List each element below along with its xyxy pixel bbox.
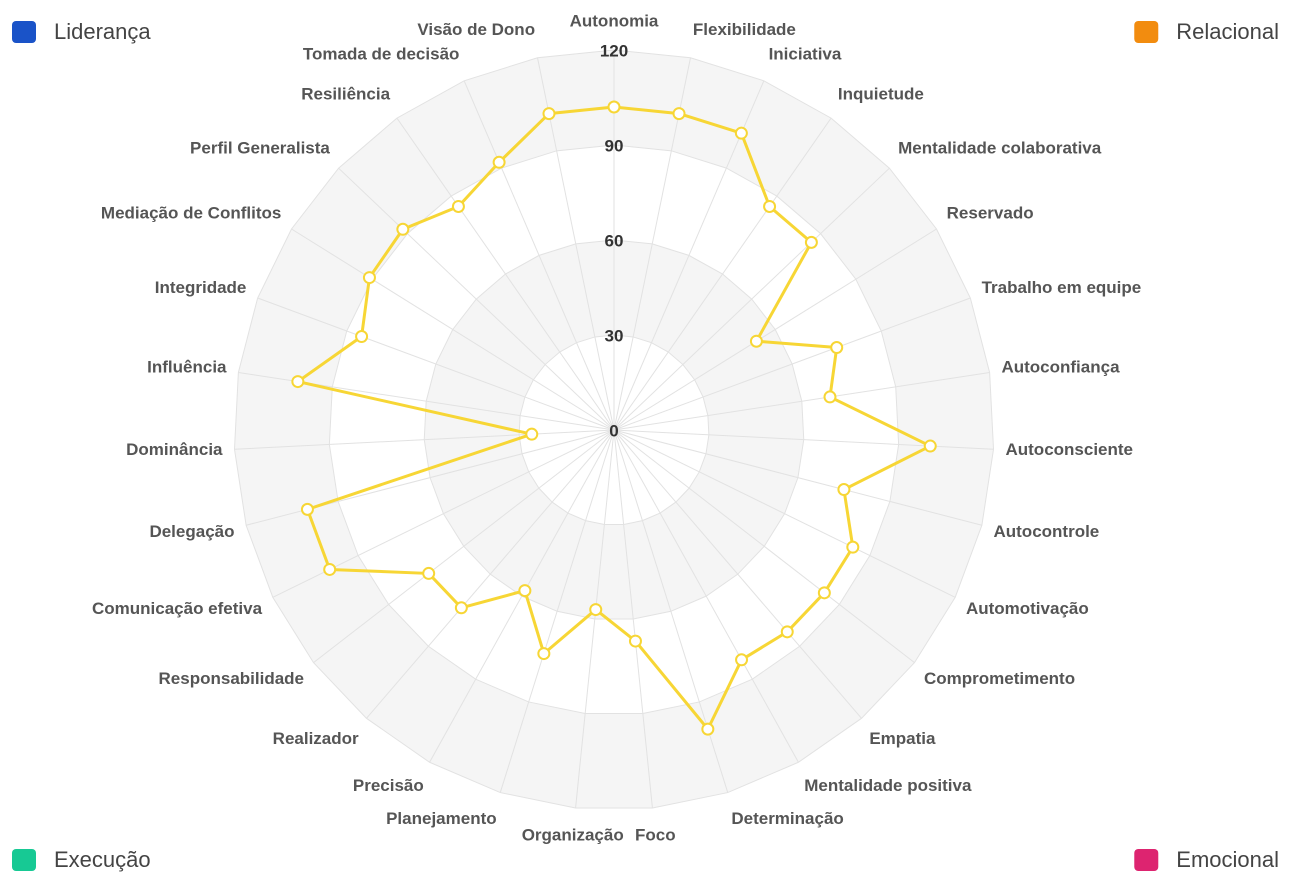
category-label: Iniciativa — [769, 45, 842, 64]
legend-swatch — [1134, 849, 1159, 871]
data-point — [355, 330, 369, 344]
category-label: Precisão — [353, 776, 424, 795]
data-point — [923, 439, 937, 453]
data-point — [537, 647, 551, 661]
data-point — [735, 653, 749, 667]
tick-label: 60 — [605, 231, 624, 250]
category-label: Reservado — [947, 204, 1034, 223]
grid-line — [423, 239, 805, 620]
data-point — [817, 586, 831, 600]
data-point — [804, 235, 818, 249]
category-label: Comprometimento — [924, 669, 1075, 688]
data-point — [396, 222, 410, 236]
legend-swatch — [12, 849, 36, 871]
category-label: Autoconsciente — [1005, 440, 1133, 459]
category-label: Tomada de decisão — [303, 45, 460, 64]
data-point — [672, 107, 686, 121]
data-point — [823, 390, 837, 404]
category-label: Automotivação — [966, 599, 1089, 618]
data-point — [628, 634, 642, 648]
data-point — [837, 483, 851, 497]
legend-swatch — [1134, 21, 1159, 43]
category-label: Inquietude — [838, 85, 924, 104]
category-label: Delegação — [149, 522, 234, 541]
category-label: Comunicação efetiva — [92, 599, 263, 618]
category-label: Organização — [522, 825, 624, 844]
category-label: Mentalidade positiva — [804, 776, 972, 795]
data-point — [451, 199, 465, 213]
category-label: Mediação de Conflitos — [101, 204, 281, 223]
legend-swatch — [12, 21, 36, 43]
category-label: Determinação — [731, 809, 843, 828]
data-point — [763, 199, 777, 213]
data-point — [492, 155, 506, 169]
category-label: Empatia — [869, 729, 936, 748]
legend-label: Execução — [54, 847, 151, 872]
data-point — [749, 334, 763, 348]
data-line — [296, 105, 932, 731]
category-label: Dominância — [126, 440, 223, 459]
grid-line — [233, 49, 995, 809]
data-point — [734, 126, 748, 140]
category-label: Perfil Generalista — [190, 138, 330, 157]
data-point — [542, 107, 556, 121]
category-label: Foco — [635, 825, 676, 844]
data-point — [701, 722, 715, 736]
legend-label: Relacional — [1176, 19, 1279, 44]
data-point — [589, 603, 603, 617]
category-label: Planejamento — [386, 809, 497, 828]
legend-label: Emocional — [1176, 847, 1279, 872]
data-point — [291, 375, 305, 389]
category-label: Trabalho em equipe — [982, 278, 1142, 297]
grid-line — [518, 334, 710, 526]
category-label: Responsabilidade — [159, 669, 304, 688]
data-point — [454, 601, 468, 615]
category-label: Resiliência — [301, 85, 390, 104]
category-label: Visão de Dono — [417, 20, 535, 39]
category-label: Autonomia — [570, 11, 659, 30]
category-label: Influência — [147, 358, 227, 377]
category-label: Autoconfiança — [1001, 358, 1120, 377]
tick-label: 30 — [605, 326, 624, 345]
legend-label: Liderança — [54, 19, 151, 44]
data-point — [323, 562, 337, 576]
category-label: Mentalidade colaborativa — [898, 138, 1102, 157]
data-point — [422, 566, 436, 580]
data-point — [518, 584, 532, 598]
data-point — [525, 427, 539, 441]
data-point — [607, 100, 621, 114]
data-point — [846, 540, 860, 554]
tick-label: 0 — [609, 421, 618, 440]
tick-label: 120 — [600, 41, 628, 60]
tick-label: 90 — [605, 136, 624, 155]
data-point — [830, 341, 844, 355]
category-label: Integridade — [155, 278, 247, 297]
data-point — [780, 625, 794, 639]
data-point — [362, 271, 376, 285]
category-label: Flexibilidade — [693, 20, 796, 39]
category-label: Realizador — [273, 729, 359, 748]
category-label: Autocontrole — [993, 522, 1099, 541]
data-point — [300, 502, 314, 516]
